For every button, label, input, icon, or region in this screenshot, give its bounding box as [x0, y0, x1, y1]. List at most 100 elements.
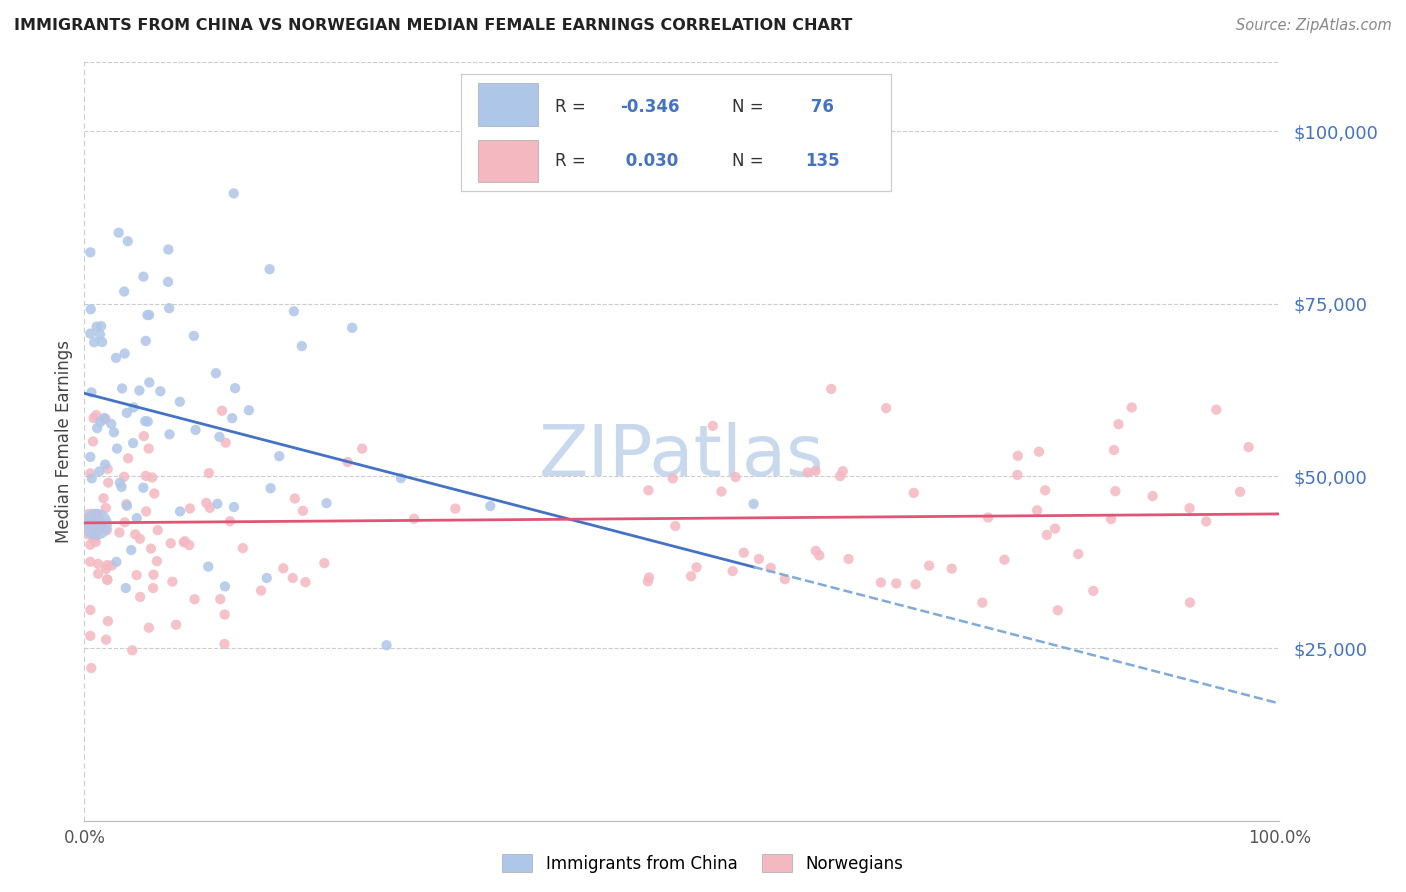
Point	[79, 629, 101, 643]
Point	[122, 401, 145, 415]
Point	[273, 561, 295, 575]
Point	[132, 429, 155, 443]
Point	[112, 285, 135, 299]
Point	[79, 538, 101, 552]
Point	[169, 394, 191, 409]
Point	[972, 596, 994, 610]
Point	[208, 430, 231, 444]
Point	[179, 501, 201, 516]
Point	[1178, 595, 1201, 609]
Point	[108, 475, 131, 490]
Point	[336, 455, 359, 469]
Point	[759, 561, 782, 575]
Point	[86, 319, 108, 334]
Point	[748, 552, 770, 566]
Point	[86, 517, 108, 532]
Point	[87, 508, 110, 522]
Point	[89, 521, 111, 535]
Point	[219, 514, 242, 528]
Point	[89, 464, 111, 478]
Point	[142, 581, 165, 595]
Point	[804, 464, 827, 478]
Point	[141, 470, 163, 484]
Point	[830, 469, 852, 483]
Point	[444, 501, 467, 516]
Point	[101, 558, 124, 573]
Point	[1237, 440, 1260, 454]
Point	[838, 552, 860, 566]
Point	[139, 541, 162, 556]
Point	[136, 308, 159, 322]
Legend: Immigrants from China, Norwegians: Immigrants from China, Norwegians	[496, 847, 910, 880]
Point	[96, 523, 118, 537]
Point	[808, 549, 831, 563]
Point	[742, 497, 765, 511]
Point	[96, 572, 118, 586]
Point	[1007, 467, 1029, 482]
Point	[91, 334, 114, 349]
Point	[94, 562, 117, 576]
Point	[198, 466, 221, 480]
Point	[149, 384, 172, 399]
Point	[169, 504, 191, 518]
Text: Source: ZipAtlas.com: Source: ZipAtlas.com	[1236, 18, 1392, 33]
Point	[198, 500, 221, 515]
Point	[129, 590, 152, 604]
Point	[146, 554, 169, 568]
Point	[79, 517, 101, 532]
Point	[314, 556, 336, 570]
Point	[96, 558, 118, 573]
Point	[142, 567, 165, 582]
Point	[159, 536, 181, 550]
Point	[281, 571, 304, 585]
Point	[1026, 503, 1049, 517]
Point	[157, 301, 180, 316]
Point	[80, 661, 103, 675]
Point	[1033, 483, 1056, 498]
Point	[207, 497, 229, 511]
Point	[89, 327, 111, 342]
Point	[146, 523, 169, 537]
Point	[340, 320, 363, 334]
Point	[115, 499, 138, 513]
Point	[269, 449, 291, 463]
Point	[315, 496, 337, 510]
Point	[209, 592, 232, 607]
Point	[110, 480, 132, 494]
Point	[211, 403, 233, 417]
Point	[121, 643, 143, 657]
Point	[125, 511, 148, 525]
Point	[197, 559, 219, 574]
Point	[870, 575, 893, 590]
Point	[173, 535, 195, 549]
Point	[184, 423, 207, 437]
Point	[904, 577, 927, 591]
Point	[993, 552, 1015, 566]
Point	[94, 500, 117, 515]
Point	[685, 560, 707, 574]
Point	[291, 504, 314, 518]
Point	[205, 366, 228, 380]
Point	[114, 516, 136, 530]
Point	[773, 572, 796, 586]
Point	[875, 401, 897, 416]
Point	[80, 385, 103, 400]
Point	[84, 408, 107, 422]
Point	[79, 467, 101, 481]
Point	[97, 475, 120, 490]
Point	[124, 527, 146, 541]
Point	[637, 574, 659, 589]
Point	[117, 234, 139, 248]
Point	[1067, 547, 1090, 561]
Point	[120, 543, 142, 558]
Point	[179, 538, 201, 552]
Point	[162, 574, 184, 589]
Point	[1046, 603, 1069, 617]
Point	[884, 576, 907, 591]
Point	[132, 269, 155, 284]
Point	[664, 519, 686, 533]
Y-axis label: Median Female Earnings: Median Female Earnings	[55, 340, 73, 543]
Point	[733, 546, 755, 560]
Point	[115, 497, 138, 511]
Point	[96, 573, 118, 587]
